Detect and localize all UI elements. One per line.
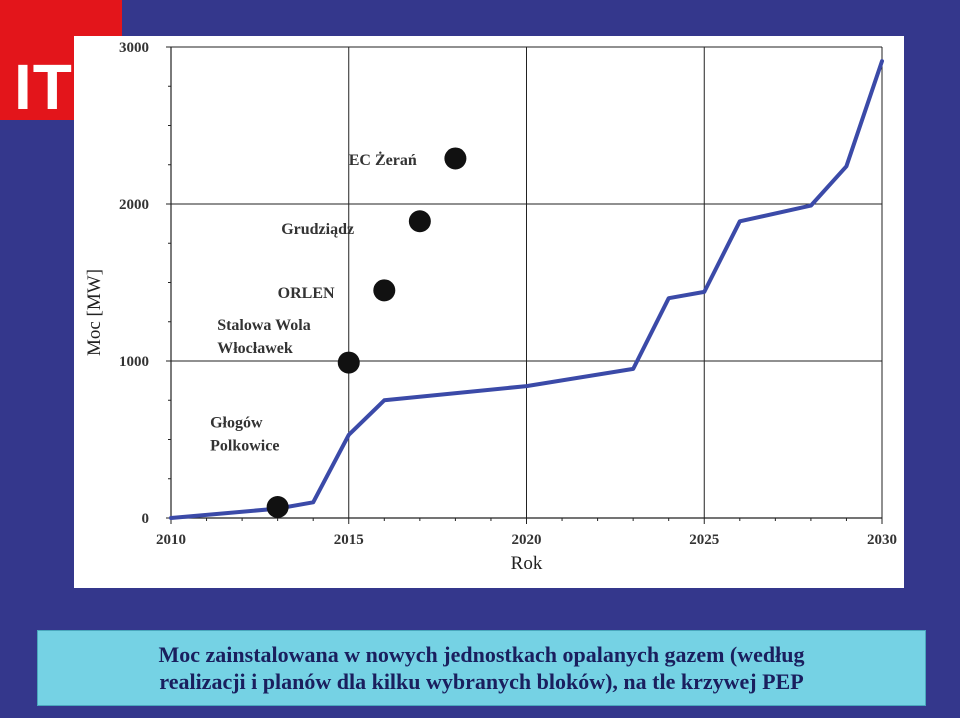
data-point [444, 147, 467, 170]
data-point [266, 496, 289, 519]
caption-line-1: Moc zainstalowana w nowych jednostkach o… [158, 642, 805, 667]
annotations-layer: Głogów Polkowice Stalowa Wola Włocławek ORLE… [210, 150, 417, 455]
annotation-label: Głogów [210, 414, 263, 431]
chart-panel: 2010 2015 2020 2025 2030 0 1000 2000 3000 Głogów… [74, 36, 904, 588]
annotation-label: Włocławek [217, 340, 293, 357]
markers-layer [266, 147, 467, 519]
data-point [337, 351, 360, 374]
data-point [408, 210, 431, 233]
line-chart: 2010 2015 2020 2025 2030 0 1000 2000 3000 Głogów… [84, 40, 897, 574]
y-tick-label: 1000 [119, 354, 149, 370]
x-axis-title: Rok [511, 553, 543, 574]
annotation-label: Polkowice [210, 437, 279, 454]
y-axis-title: Moc [MW] [84, 269, 105, 356]
caption-box: Moc zainstalowana w nowych jednostkach o… [37, 630, 926, 706]
tick-labels: 2010 2015 2020 2025 2030 0 1000 2000 3000 [119, 40, 897, 548]
y-tick-label: 3000 [119, 40, 149, 56]
annotation-label: ORLEN [278, 285, 335, 302]
annotation-label: Grudziądz [281, 221, 354, 238]
x-tick-label: 2015 [334, 532, 364, 548]
y-tick-label: 2000 [119, 197, 149, 213]
series-line-0 [169, 59, 884, 520]
series-layer [169, 59, 884, 520]
y-tick-label: 0 [142, 511, 150, 527]
data-point [373, 279, 396, 302]
axes [166, 46, 883, 524]
x-tick-label: 2010 [156, 532, 186, 548]
annotation-label: EC Żerań [349, 150, 417, 169]
x-tick-label: 2030 [867, 532, 897, 548]
x-tick-label: 2025 [689, 532, 719, 548]
x-tick-label: 2020 [512, 532, 542, 548]
annotation-label: Stalowa Wola [217, 317, 311, 334]
caption-line-2: realizacji i planów dla kilku wybranych … [159, 669, 804, 694]
grid-lines [171, 46, 883, 518]
